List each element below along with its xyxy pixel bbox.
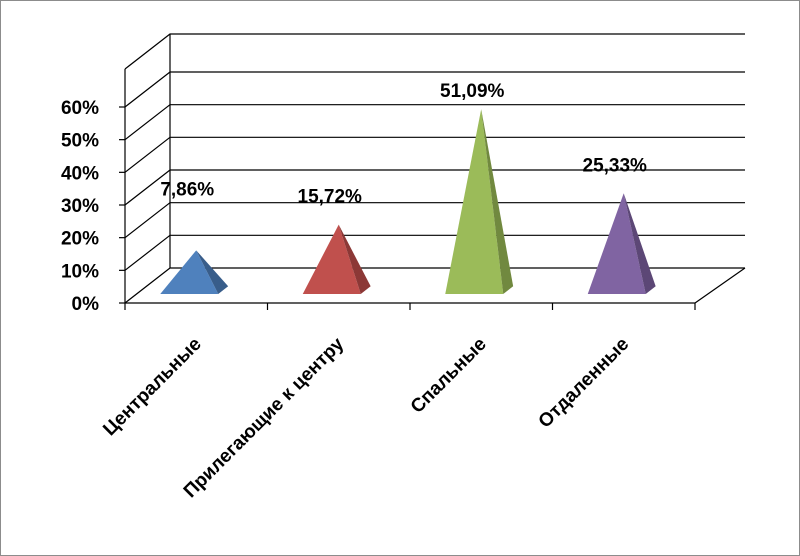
- data-label: 15,72%: [298, 187, 363, 208]
- data-labels: 7,86% 15,72% 51,09% 25,33%: [160, 81, 647, 208]
- y-tick-label: 50%: [61, 131, 99, 152]
- category-label: Отдаленные: [535, 334, 634, 433]
- gridline: [124, 104, 745, 141]
- pyramids: [160, 109, 656, 294]
- y-tick-label: 20%: [61, 229, 99, 250]
- y-tick-label: 60%: [61, 98, 99, 119]
- pyramid-front-face: [160, 250, 219, 294]
- data-label: 25,33%: [583, 155, 648, 176]
- gridline: [124, 202, 745, 239]
- pyramid-side-face: [338, 224, 371, 294]
- axes: [119, 69, 696, 310]
- category-label: Спальные: [407, 334, 491, 418]
- gridlines: [124, 71, 745, 304]
- pyramid-front-face: [302, 224, 361, 294]
- gridline: [124, 234, 745, 271]
- category-label: Прилегающие к центру: [180, 333, 349, 502]
- chart-walls: [124, 33, 746, 304]
- gridline: [124, 267, 745, 304]
- y-tick-label: 40%: [61, 163, 99, 184]
- pyramid-front-face: [587, 193, 646, 294]
- wall-top-edge: [124, 33, 745, 70]
- pyramid-side-face: [481, 109, 514, 294]
- data-label: 51,09%: [440, 81, 505, 102]
- pyramid-front-face: [445, 109, 504, 294]
- y-tick-label: 30%: [61, 196, 99, 217]
- category-label: Центральные: [99, 334, 206, 441]
- pyramid-side-face: [623, 193, 656, 294]
- y-tick-label: 0%: [72, 294, 100, 315]
- gridline: [124, 71, 745, 108]
- data-label: 7,86%: [160, 179, 214, 200]
- y-tick-label: 10%: [61, 261, 99, 282]
- pyramid-side-face: [196, 250, 229, 294]
- y-tick-labels: 0% 10% 20% 30% 40% 50% 60%: [61, 98, 99, 315]
- gridline: [124, 136, 745, 173]
- gridline: [124, 169, 745, 206]
